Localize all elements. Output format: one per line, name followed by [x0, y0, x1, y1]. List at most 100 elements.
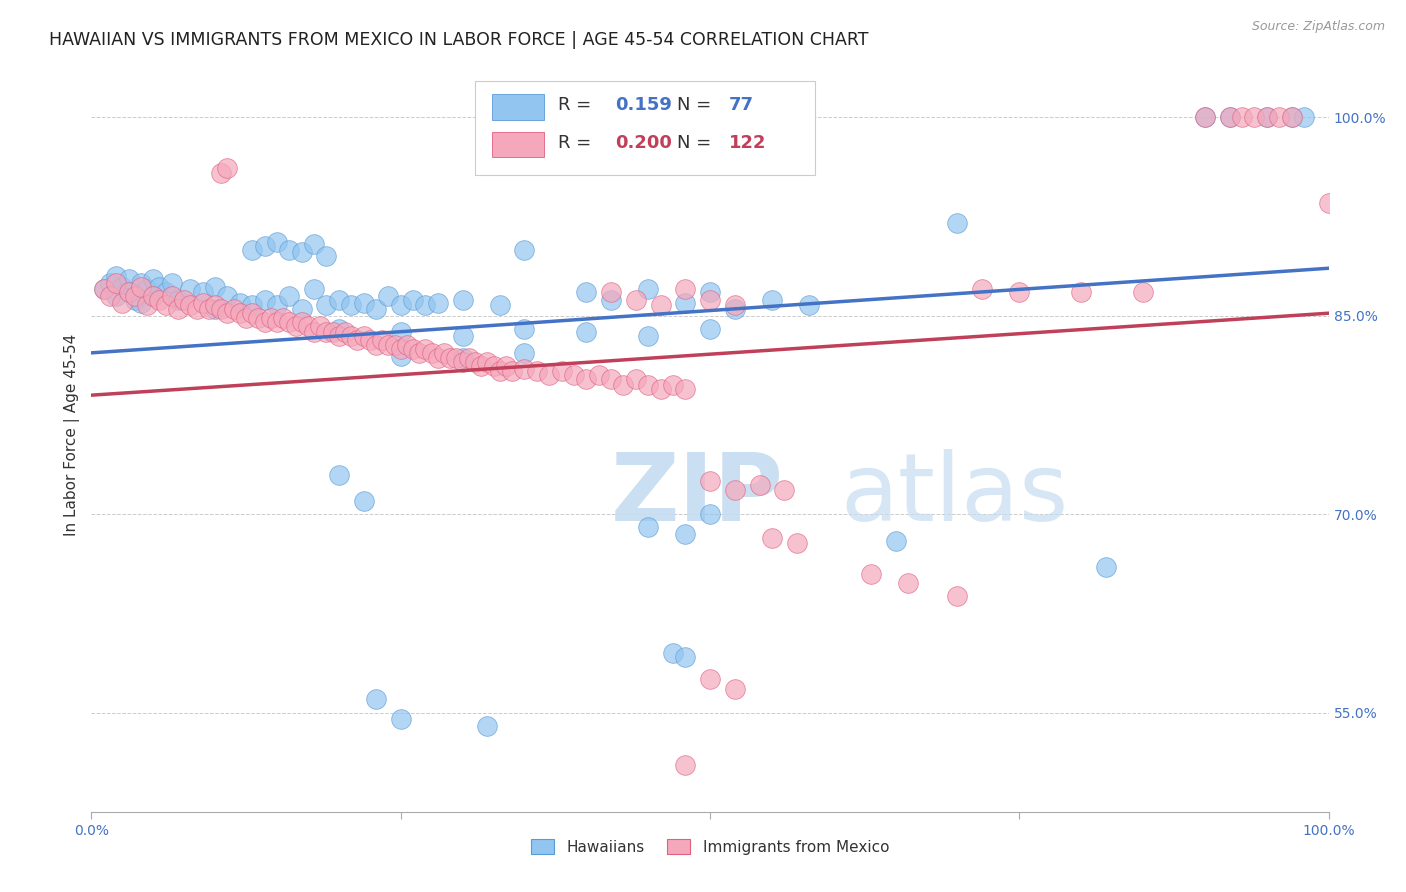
- Point: [340, 298, 363, 312]
- Point: [415, 298, 437, 312]
- Point: [364, 692, 387, 706]
- Point: [117, 285, 139, 299]
- Point: [501, 364, 523, 378]
- Point: [946, 216, 969, 230]
- FancyBboxPatch shape: [492, 132, 544, 158]
- Point: [266, 235, 288, 249]
- Point: [111, 279, 134, 293]
- Text: 0.200: 0.200: [614, 134, 672, 153]
- Point: [673, 282, 696, 296]
- Point: [402, 342, 425, 356]
- Point: [662, 377, 685, 392]
- Point: [408, 346, 430, 360]
- Point: [724, 298, 747, 312]
- Point: [353, 494, 375, 508]
- Point: [302, 325, 325, 339]
- Point: [309, 319, 332, 334]
- Point: [477, 355, 499, 369]
- Point: [148, 293, 170, 307]
- Point: [495, 359, 517, 373]
- Point: [1256, 111, 1278, 125]
- Point: [946, 589, 969, 603]
- Point: [240, 298, 263, 312]
- Point: [136, 282, 159, 296]
- Point: [1230, 111, 1253, 125]
- Text: HAWAIIAN VS IMMIGRANTS FROM MEXICO IN LABOR FORCE | AGE 45-54 CORRELATION CHART: HAWAIIAN VS IMMIGRANTS FROM MEXICO IN LA…: [49, 31, 869, 49]
- Point: [179, 298, 201, 312]
- Point: [451, 293, 474, 307]
- Point: [284, 319, 307, 334]
- Point: [650, 298, 672, 312]
- Point: [451, 355, 474, 369]
- Y-axis label: In Labor Force | Age 45-54: In Labor Force | Age 45-54: [65, 334, 80, 536]
- Point: [142, 289, 165, 303]
- Point: [333, 325, 356, 339]
- Point: [624, 372, 647, 386]
- Point: [513, 346, 536, 360]
- Point: [328, 322, 350, 336]
- Text: R =: R =: [558, 134, 591, 153]
- Point: [328, 467, 350, 482]
- Point: [1194, 111, 1216, 125]
- Point: [612, 377, 634, 392]
- Point: [240, 243, 263, 257]
- Point: [142, 289, 165, 303]
- Point: [1281, 111, 1303, 125]
- Point: [98, 289, 121, 303]
- Point: [167, 302, 190, 317]
- Point: [724, 302, 747, 317]
- Point: [389, 349, 412, 363]
- Point: [637, 328, 659, 343]
- FancyBboxPatch shape: [475, 80, 815, 175]
- Point: [186, 302, 208, 317]
- Point: [129, 295, 152, 310]
- Point: [98, 276, 121, 290]
- Point: [371, 333, 394, 347]
- Point: [575, 372, 598, 386]
- Point: [346, 333, 368, 347]
- Point: [278, 289, 301, 303]
- Point: [129, 276, 152, 290]
- Point: [247, 311, 270, 326]
- Point: [761, 293, 783, 307]
- Point: [278, 243, 301, 257]
- Text: 77: 77: [728, 96, 754, 114]
- Point: [389, 298, 412, 312]
- Point: [699, 673, 721, 687]
- Point: [575, 285, 598, 299]
- Point: [1008, 285, 1031, 299]
- Point: [322, 325, 344, 339]
- Point: [482, 359, 505, 373]
- Point: [624, 293, 647, 307]
- Point: [105, 289, 128, 303]
- Point: [1281, 111, 1303, 125]
- Point: [513, 361, 536, 376]
- Point: [724, 483, 747, 498]
- Point: [235, 311, 257, 326]
- Point: [1219, 111, 1241, 125]
- Point: [229, 295, 252, 310]
- Point: [173, 293, 195, 307]
- Point: [673, 295, 696, 310]
- Point: [129, 279, 152, 293]
- Point: [426, 295, 449, 310]
- Point: [395, 338, 418, 352]
- FancyBboxPatch shape: [492, 95, 544, 120]
- Point: [315, 298, 337, 312]
- Text: Source: ZipAtlas.com: Source: ZipAtlas.com: [1251, 20, 1385, 33]
- Point: [271, 311, 294, 326]
- Point: [229, 306, 252, 320]
- Point: [389, 325, 412, 339]
- Point: [364, 338, 387, 352]
- Point: [105, 276, 128, 290]
- Point: [389, 342, 412, 356]
- Point: [637, 377, 659, 392]
- Point: [179, 282, 201, 296]
- Point: [291, 302, 314, 317]
- Point: [124, 293, 146, 307]
- Text: N =: N =: [676, 96, 711, 114]
- Point: [328, 293, 350, 307]
- Point: [117, 285, 139, 299]
- Point: [1132, 285, 1154, 299]
- Text: R =: R =: [558, 96, 591, 114]
